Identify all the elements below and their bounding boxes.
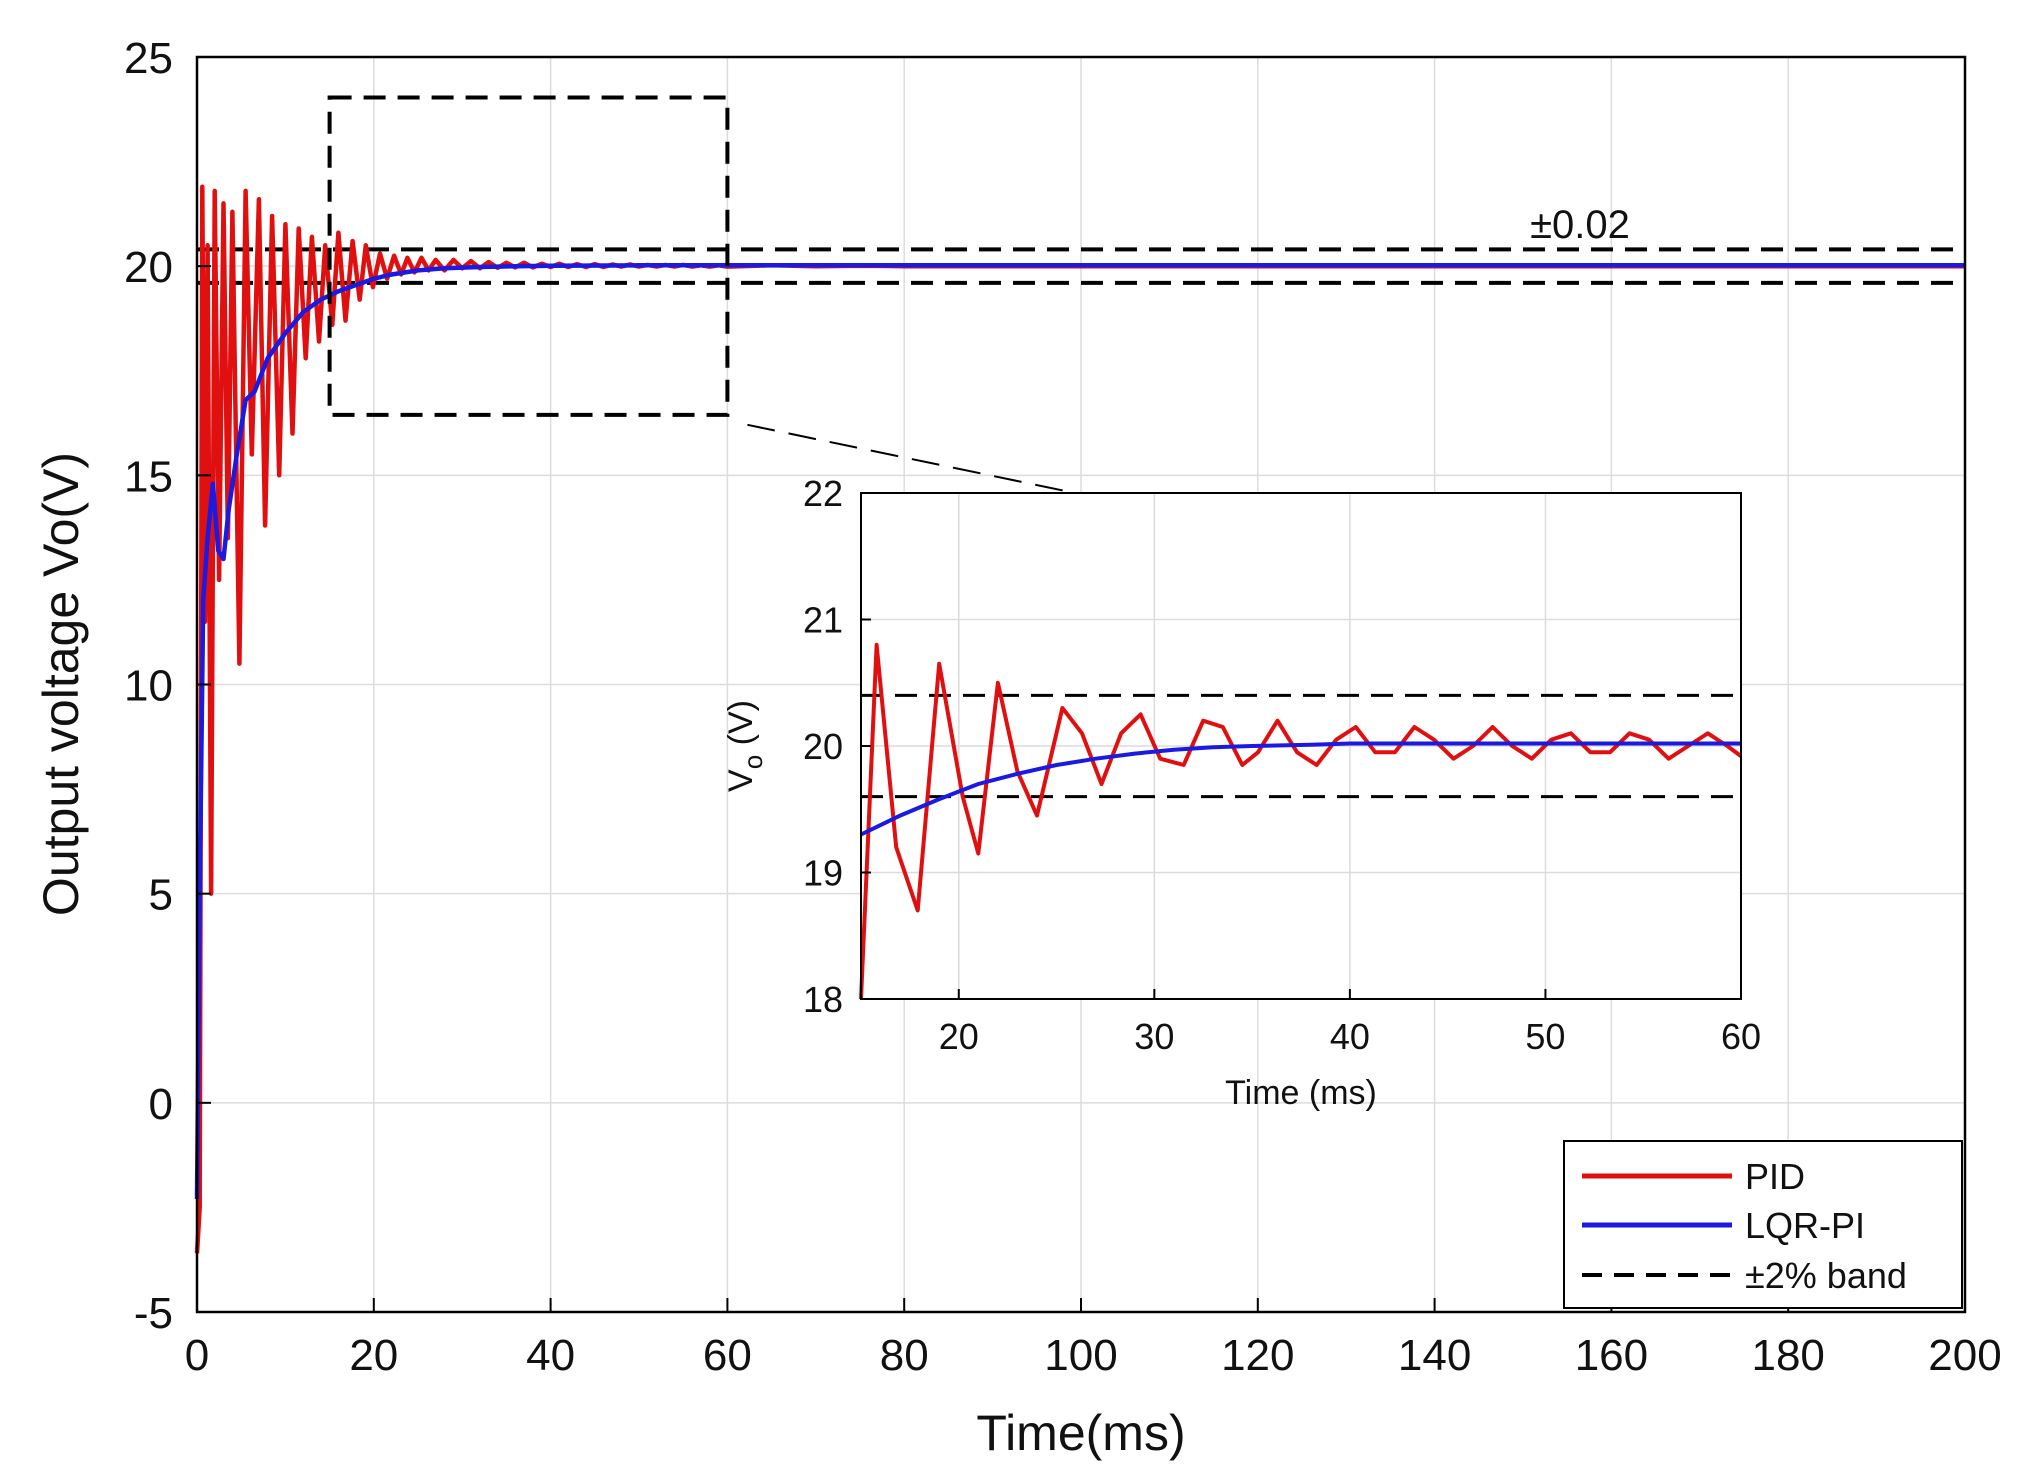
inset-y-tick-label: 21 (803, 600, 843, 641)
main-x-tick-label: 120 (1221, 1331, 1294, 1380)
inset-x-tick-label: 40 (1330, 1016, 1370, 1057)
inset-ticks: 20 30 40 50 60 18 19 20 21 22 (803, 473, 1761, 1057)
inset-y-axis-label: Vo (V) (722, 700, 768, 792)
inset-y-label-main: V (722, 769, 760, 792)
legend-label-lqr-pi: LQR-PI (1745, 1205, 1865, 1246)
main-x-tick-label: 160 (1575, 1331, 1648, 1380)
main-x-tick-label: 0 (185, 1331, 209, 1380)
inset-band (861, 693, 1741, 799)
zoom-box (327, 95, 1076, 494)
main-x-axis-label: Time(ms) (976, 1405, 1185, 1461)
main-x-tick-label: 100 (1044, 1331, 1117, 1380)
main-y-tick-label: -5 (134, 1289, 173, 1338)
inset-y-tick-label: 20 (803, 726, 843, 767)
band-annotation: ±0.02 (1530, 203, 1630, 247)
main-y-axis-label: Output voltage Vo(V) (33, 452, 89, 916)
inset-series-pid (859, 642, 1743, 1000)
main-x-tick-label: 140 (1398, 1331, 1471, 1380)
main-x-tick-label: 80 (880, 1331, 929, 1380)
main-y-tick-label: 0 (149, 1080, 173, 1129)
inset-series-lqr-pi (860, 741, 1741, 837)
inset-y-label-unit: (V) (722, 700, 760, 755)
inset-y-tick-label: 22 (803, 473, 843, 514)
main-x-tick-label: 180 (1751, 1331, 1824, 1380)
legend: PID LQR-PI ±2% band (1563, 1140, 1963, 1309)
inset-plot: 20 30 40 50 60 18 19 20 21 22 Time (ms) Vo (V) (722, 473, 1761, 1112)
inset-y-tick-label: 19 (803, 853, 843, 894)
main-x-tick-label: 200 (1928, 1331, 2001, 1380)
inset-series (859, 642, 1743, 1000)
zoom-connector-line (747, 423, 1076, 494)
main-y-tick-label: 5 (149, 871, 173, 920)
legend-label-pid: PID (1745, 1156, 1805, 1197)
main-x-tick-label: 60 (703, 1331, 752, 1380)
main-y-tick-label: 20 (124, 243, 173, 292)
inset-x-tick-label: 20 (939, 1016, 979, 1057)
inset-x-tick-label: 50 (1525, 1016, 1565, 1057)
inset-y-tick-label: 18 (803, 979, 843, 1020)
main-y-tick-label: 10 (124, 662, 173, 711)
legend-box (1563, 1140, 1963, 1309)
main-y-tick-label: 25 (124, 34, 173, 83)
main-x-tick-label: 20 (349, 1331, 398, 1380)
inset-y-label-sub: o (738, 755, 768, 769)
zoom-region-box (327, 95, 730, 417)
main-x-tick-label: 40 (526, 1331, 575, 1380)
main-band (197, 247, 1965, 285)
legend-label-band: ±2% band (1745, 1255, 1907, 1296)
main-y-tick-label: 15 (124, 452, 173, 501)
inset-x-tick-label: 30 (1134, 1016, 1174, 1057)
inset-x-axis-label: Time (ms) (1225, 1074, 1377, 1112)
inset-x-tick-label: 60 (1721, 1016, 1761, 1057)
